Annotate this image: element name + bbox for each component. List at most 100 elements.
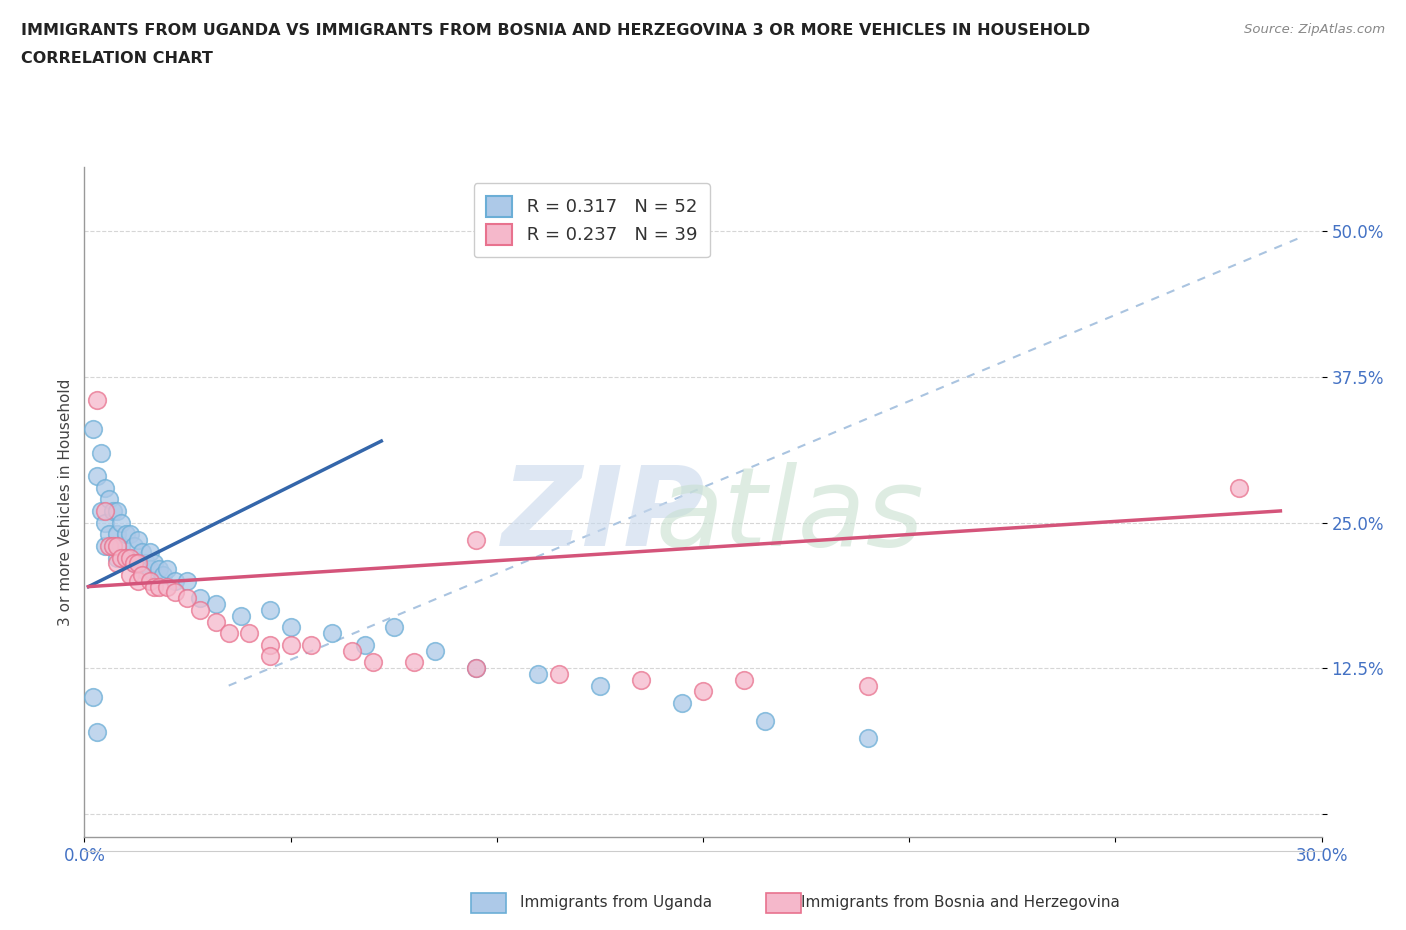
Point [692, 684, 714, 698]
Text: ZIP: ZIP [502, 462, 706, 569]
Point [118, 567, 141, 582]
Point [361, 655, 384, 670]
Point [94, 538, 117, 553]
Point [94, 480, 117, 495]
Point [176, 574, 198, 589]
Point [98, 526, 121, 541]
Y-axis label: 3 or more Vehicles in Household: 3 or more Vehicles in Household [58, 379, 73, 626]
Point [90, 445, 112, 460]
Text: atlas: atlas [655, 462, 924, 569]
Point [205, 597, 228, 612]
Text: Immigrants from Uganda: Immigrants from Uganda [520, 895, 713, 910]
Legend:  R = 0.317   N = 52,  R = 0.237   N = 39: R = 0.317 N = 52, R = 0.237 N = 39 [474, 183, 710, 258]
Point [205, 614, 228, 629]
Point [527, 667, 550, 682]
Point [131, 567, 153, 582]
Point [143, 579, 166, 594]
Point [465, 533, 488, 548]
Point [105, 538, 128, 553]
Point [127, 556, 149, 571]
Point [218, 626, 240, 641]
Point [238, 626, 260, 641]
Point [118, 550, 141, 565]
Point [143, 556, 166, 571]
Point [131, 562, 153, 577]
Point [114, 550, 136, 565]
Point [139, 574, 162, 589]
Point [156, 562, 179, 577]
Point [423, 644, 446, 658]
Text: CORRELATION CHART: CORRELATION CHART [21, 51, 212, 66]
Point [90, 503, 112, 518]
Point [94, 515, 117, 530]
Point [122, 556, 145, 571]
Point [382, 620, 405, 635]
Point [86, 469, 108, 484]
Point [856, 678, 879, 693]
Point [105, 550, 128, 565]
Point [465, 660, 488, 675]
Point [148, 579, 170, 594]
Point [404, 655, 426, 670]
Point [110, 515, 132, 530]
Point [105, 556, 128, 571]
Point [114, 550, 136, 565]
Point [86, 392, 108, 407]
Point [856, 731, 879, 746]
Point [1227, 480, 1250, 495]
Point [188, 591, 211, 605]
Point [733, 672, 755, 687]
Text: Immigrants from Bosnia and Herzegovina: Immigrants from Bosnia and Herzegovina [801, 895, 1121, 910]
Point [259, 649, 281, 664]
Point [299, 637, 322, 652]
Point [110, 550, 132, 565]
Point [114, 526, 136, 541]
Point [630, 672, 652, 687]
Point [152, 567, 174, 582]
Point [122, 538, 145, 553]
Point [139, 544, 162, 559]
Point [127, 556, 149, 571]
Point [465, 660, 488, 675]
Text: IMMIGRANTS FROM UGANDA VS IMMIGRANTS FROM BOSNIA AND HERZEGOVINA 3 OR MORE VEHIC: IMMIGRANTS FROM UGANDA VS IMMIGRANTS FRO… [21, 23, 1090, 38]
Point [103, 538, 125, 553]
Point [589, 678, 612, 693]
Point [105, 526, 128, 541]
Point [103, 538, 125, 553]
Point [139, 562, 162, 577]
Point [118, 526, 141, 541]
Point [156, 579, 179, 594]
Point [259, 637, 281, 652]
Point [86, 724, 108, 739]
Point [127, 533, 149, 548]
Point [671, 696, 693, 711]
Point [188, 603, 211, 618]
Point [98, 492, 121, 507]
Point [280, 637, 302, 652]
Point [321, 626, 343, 641]
Text: Source: ZipAtlas.com: Source: ZipAtlas.com [1244, 23, 1385, 36]
Point [82, 422, 104, 437]
Point [754, 713, 776, 728]
Point [229, 608, 252, 623]
Point [176, 591, 198, 605]
Point [148, 562, 170, 577]
Point [127, 574, 149, 589]
Point [82, 690, 104, 705]
Point [103, 503, 125, 518]
Point [342, 644, 364, 658]
Point [94, 503, 117, 518]
Point [98, 538, 121, 553]
Point [118, 550, 141, 565]
Point [131, 544, 153, 559]
Point [280, 620, 302, 635]
Point [259, 603, 281, 618]
Point [165, 574, 187, 589]
Point [105, 503, 128, 518]
Point [547, 667, 569, 682]
Point [110, 538, 132, 553]
Point [135, 556, 157, 571]
Point [122, 556, 145, 571]
Point [165, 585, 187, 600]
Point [353, 637, 375, 652]
